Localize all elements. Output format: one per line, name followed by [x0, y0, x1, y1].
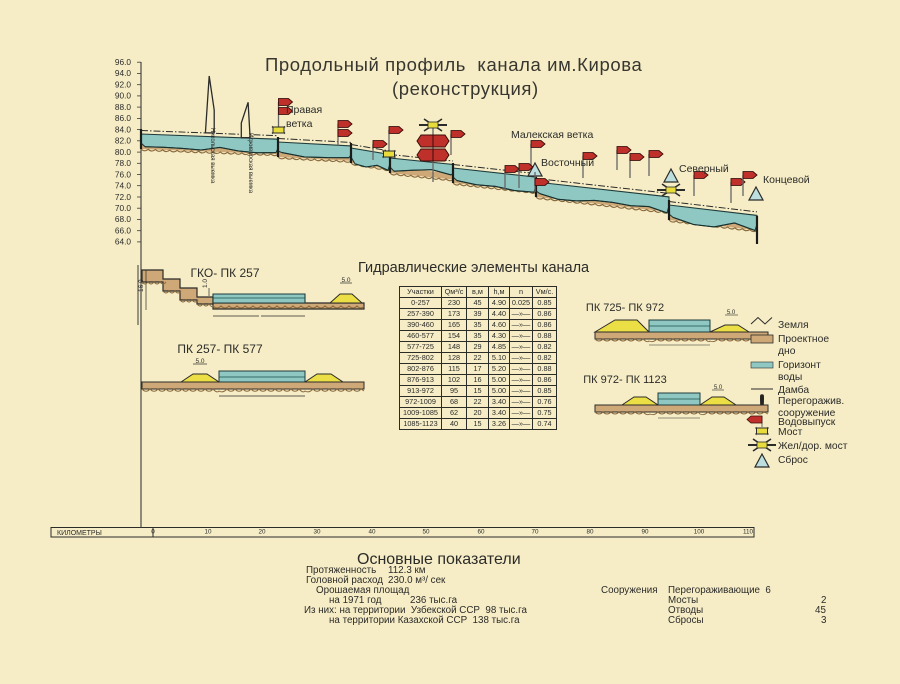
svg-text:94.0: 94.0: [115, 68, 132, 78]
svg-text:92.0: 92.0: [115, 80, 132, 90]
svg-text:72.0: 72.0: [115, 192, 132, 202]
svg-text:78.0: 78.0: [115, 158, 132, 168]
svg-text:Идживарская выемка: Идживарская выемка: [247, 133, 253, 194]
svg-text:96.0: 96.0: [115, 57, 132, 67]
svg-text:64.0: 64.0: [115, 237, 132, 247]
svg-text:88.0: 88.0: [115, 102, 132, 112]
svg-text:Правая: Правая: [286, 104, 322, 116]
svg-text:Никольская выемка: Никольская выемка: [209, 128, 215, 184]
svg-text:66.0: 66.0: [115, 226, 132, 236]
svg-text:80.0: 80.0: [115, 147, 132, 157]
svg-text:Малекская ветка: Малекская ветка: [511, 129, 593, 141]
svg-text:90.0: 90.0: [115, 91, 132, 101]
svg-text:70.0: 70.0: [115, 203, 132, 213]
svg-text:84.0: 84.0: [115, 124, 132, 134]
svg-text:74.0: 74.0: [115, 181, 132, 191]
svg-text:Северный: Северный: [679, 163, 729, 175]
svg-text:76.0: 76.0: [115, 169, 132, 179]
svg-text:82.0: 82.0: [115, 136, 132, 146]
svg-text:68.0: 68.0: [115, 214, 132, 224]
svg-text:ветка: ветка: [286, 118, 313, 130]
svg-text:Восточный: Восточный: [541, 157, 594, 169]
svg-text:Концевой: Концевой: [763, 174, 810, 186]
svg-text:86.0: 86.0: [115, 113, 132, 123]
